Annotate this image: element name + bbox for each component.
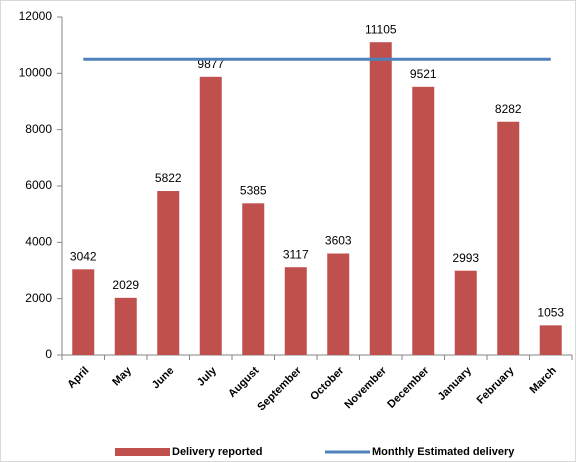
y-tick-label: 12000: [19, 9, 53, 23]
y-tick-label: 4000: [25, 235, 52, 249]
x-tick-label: October: [308, 364, 347, 403]
y-tick-label: 6000: [25, 178, 52, 192]
data-label: 5385: [240, 183, 267, 197]
y-tick-label: 8000: [25, 122, 52, 136]
bar: [539, 325, 562, 355]
x-tick-label: March: [528, 364, 560, 396]
x-tick-label: April: [65, 365, 91, 391]
data-label: 3042: [70, 249, 97, 263]
x-tick-label: November: [342, 364, 389, 411]
bar: [199, 76, 222, 355]
data-label: 3117: [283, 247, 309, 261]
bar: [114, 297, 137, 355]
data-label: 8282: [495, 102, 522, 116]
x-tick-label: September: [255, 364, 304, 413]
bar: [369, 42, 392, 355]
bar: [72, 269, 95, 355]
data-label: 2993: [452, 251, 479, 265]
data-label: 5822: [155, 171, 182, 185]
legend-label: Delivery reported: [172, 446, 262, 458]
bar: [242, 203, 265, 355]
bar: [412, 86, 435, 355]
bar: [454, 270, 477, 355]
bar: [157, 191, 180, 355]
bar: [327, 253, 350, 355]
data-label: 3603: [325, 234, 352, 248]
data-label: 11105: [365, 22, 397, 36]
data-label: 1053: [537, 306, 564, 320]
y-tick-label: 2000: [25, 291, 52, 305]
bar: [284, 267, 307, 355]
legend-swatch: [115, 448, 170, 456]
x-tick-label: August: [226, 364, 262, 400]
x-tick-label: January: [436, 364, 475, 403]
legend-label: Monthly Estimated delivery: [372, 446, 515, 458]
x-tick-label: February: [475, 364, 517, 406]
y-tick-label: 10000: [19, 66, 53, 80]
x-tick-label: December: [385, 364, 432, 411]
x-tick-label: May: [110, 364, 134, 388]
x-tick-label: July: [195, 364, 220, 389]
y-tick-label: 0: [45, 347, 52, 361]
x-tick-label: June: [150, 365, 177, 392]
data-label: 2029: [112, 278, 139, 292]
data-label: 9521: [410, 67, 437, 81]
bar: [497, 121, 520, 355]
